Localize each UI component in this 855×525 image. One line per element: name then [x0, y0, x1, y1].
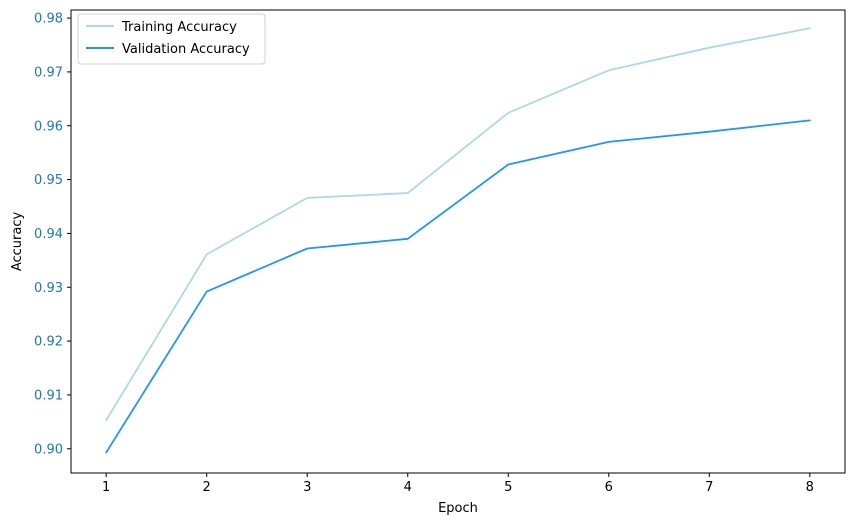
- y-tick-label: 0.97: [34, 65, 63, 80]
- y-axis-ticks: 0.90 0.91 0.92 0.93 0.94 0.95 0.96 0.97 0.98: [34, 12, 71, 457]
- x-axis-ticks: 1 2 3 4 5 6 7 8: [102, 473, 814, 495]
- y-axis-label: Accuracy: [10, 212, 25, 272]
- y-tick-label: 0.95: [34, 173, 63, 188]
- series-line-training-accuracy: [105, 27, 811, 422]
- x-axis-label: Epoch: [438, 501, 478, 516]
- y-tick-label: 0.92: [34, 335, 63, 350]
- legend-label-training: Training Accuracy: [121, 20, 237, 35]
- x-tick-label: 6: [605, 480, 613, 495]
- legend-frame: [77, 13, 266, 65]
- legend-label-validation: Validation Accuracy: [122, 42, 250, 57]
- plot-area: [70, 9, 846, 474]
- y-tick-label: 0.91: [34, 388, 63, 403]
- series-layer: [105, 27, 811, 454]
- x-tick-label: 2: [203, 480, 211, 495]
- x-tick-label: 4: [404, 480, 412, 495]
- series-line-validation-accuracy: [105, 119, 811, 454]
- y-tick-label: 0.94: [34, 227, 63, 242]
- legend: Training Accuracy Validation Accuracy: [77, 13, 266, 65]
- x-tick-label: 7: [705, 480, 713, 495]
- y-tick-label: 0.90: [34, 442, 63, 457]
- y-tick-label: 0.96: [34, 119, 63, 134]
- x-tick-label: 3: [303, 480, 311, 495]
- y-tick-label: 0.93: [34, 281, 63, 296]
- x-tick-label: 8: [806, 480, 814, 495]
- y-tick-label: 0.98: [34, 12, 63, 27]
- x-tick-label: 1: [102, 480, 110, 495]
- x-tick-label: 5: [504, 480, 512, 495]
